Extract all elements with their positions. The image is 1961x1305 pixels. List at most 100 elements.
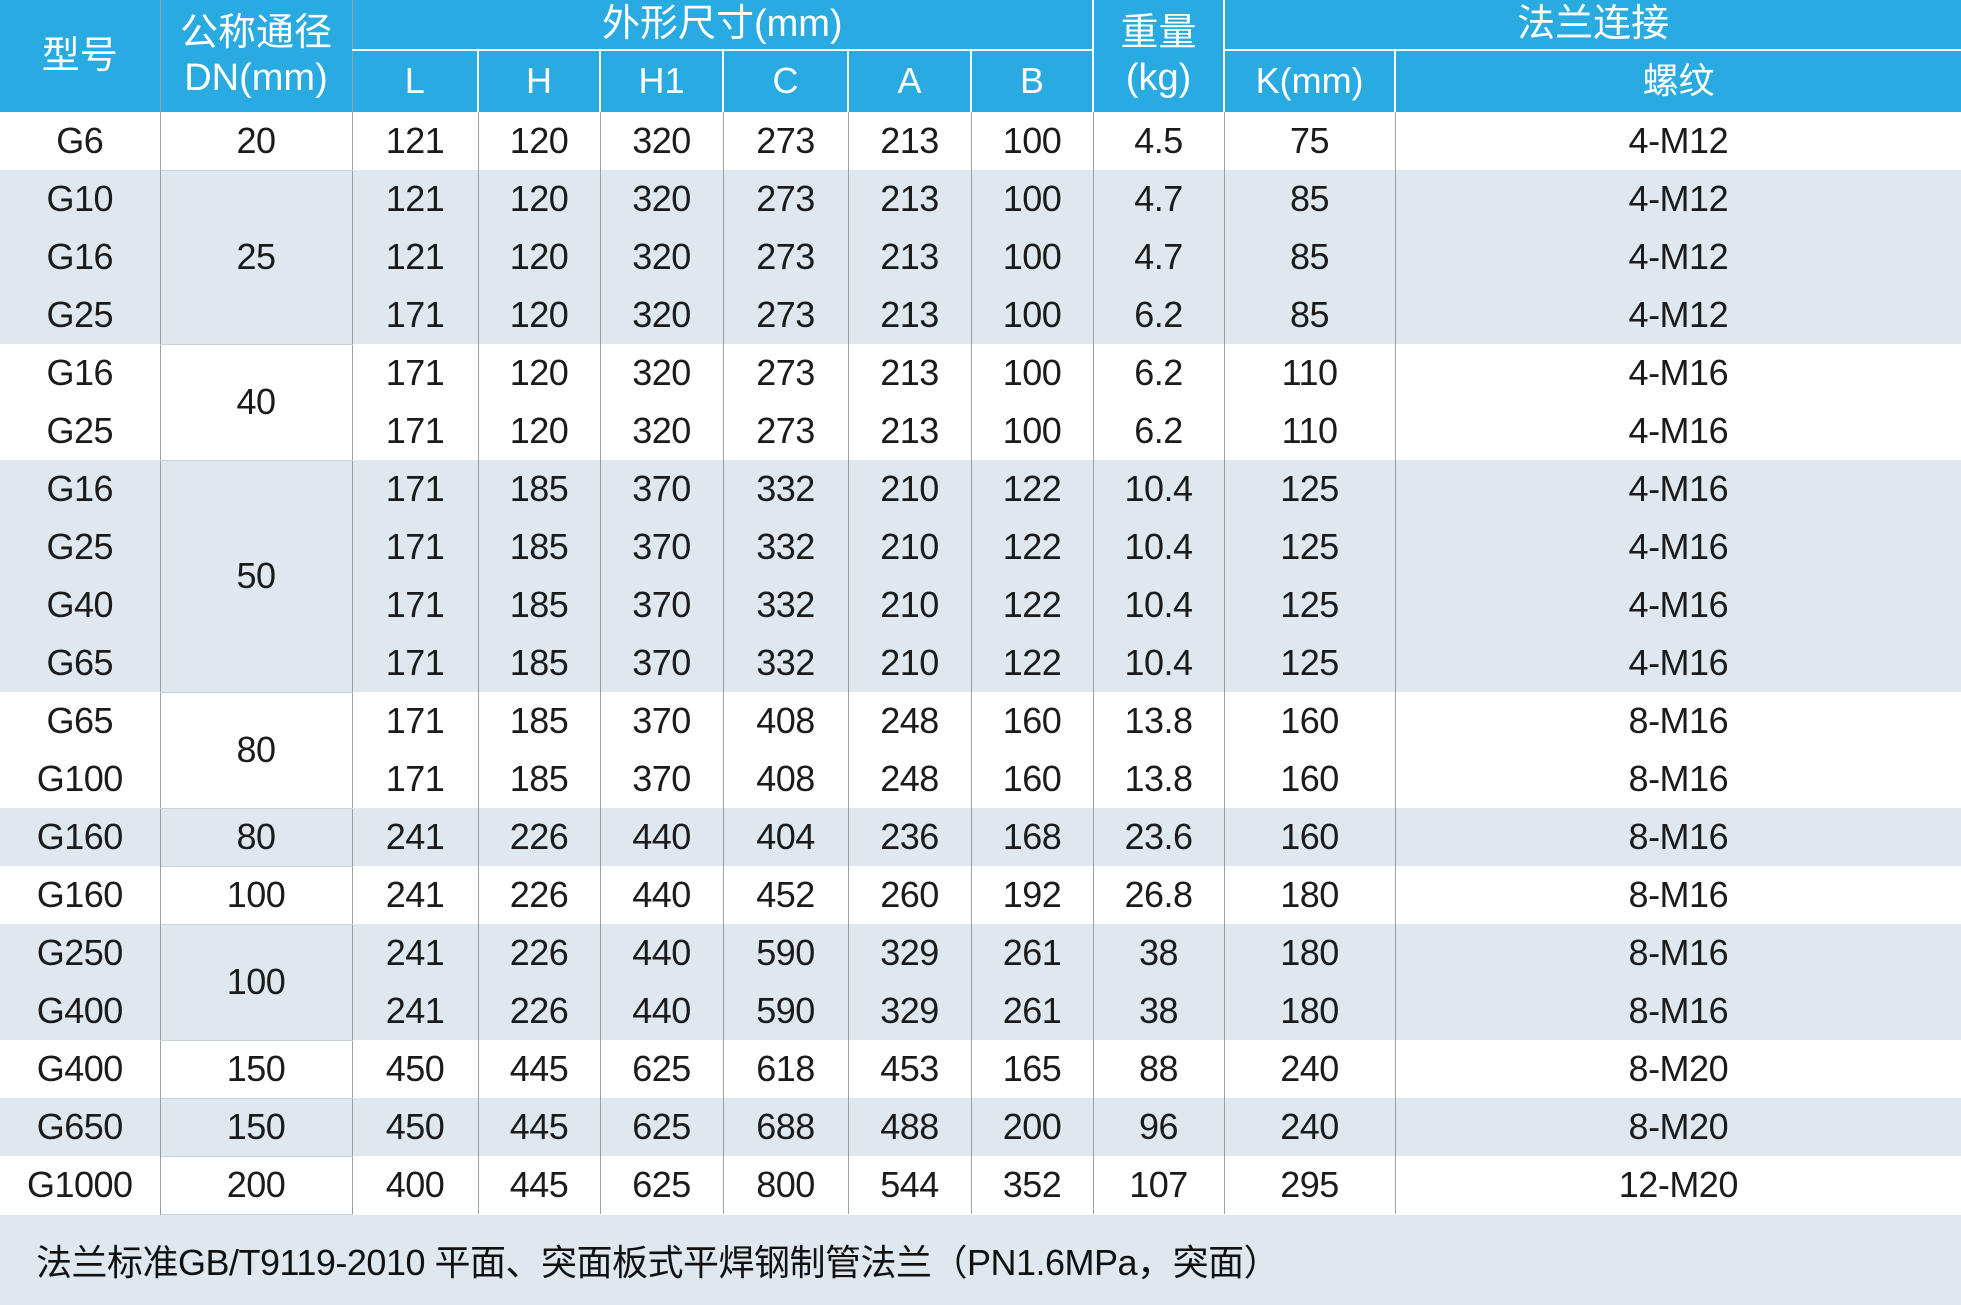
cell-dim-h: 226 xyxy=(478,866,601,924)
cell-dn: 150 xyxy=(160,1040,353,1099)
cell-weight: 88 xyxy=(1093,1040,1225,1098)
cell-dim-h1: 625 xyxy=(600,1098,724,1156)
cell-dn: 80 xyxy=(160,692,353,809)
table-row: G10 25 121 120 320 273 213 100 4.7 85 4-M12 xyxy=(0,170,1961,345)
cell-dim-c: 273 xyxy=(723,286,849,344)
cell-thread: 8-M16 xyxy=(1628,700,1729,741)
table-row: G16 50 171 185 370 332 210 122 10.4 125 4-M16 xyxy=(0,460,1961,693)
cell-model: G160 xyxy=(0,866,161,924)
cell-model: G25 xyxy=(0,402,161,460)
cell-dim-b: 261 xyxy=(971,924,1094,982)
cell-k: 160 xyxy=(1224,750,1396,808)
cell-dim-b: 192 xyxy=(971,866,1094,924)
cell-model: G16 xyxy=(0,460,161,518)
cell-dim-a: 213 xyxy=(848,170,972,228)
cell-k: 110 xyxy=(1224,402,1396,460)
header-dimensions-group: 外形尺寸(mm) xyxy=(352,0,1095,51)
cell-dim-b: 100 xyxy=(971,170,1094,228)
cell-dim-h: 226 xyxy=(478,982,601,1040)
spec-table: 型号 公称通径 DN(mm) 外形尺寸(mm) 重量 (kg) 法兰连接 L H… xyxy=(0,0,1961,1215)
header-dim-H: H xyxy=(478,50,601,112)
cell-dim-a: 213 xyxy=(848,344,972,402)
cell-dim-h: 120 xyxy=(478,286,601,344)
cell-dim-b: 100 xyxy=(971,402,1094,460)
cell-dim-c: 273 xyxy=(723,402,849,460)
cell-model: G100 xyxy=(0,750,161,808)
cell-thread: 4-M16 xyxy=(1628,526,1729,567)
cell-model: G250 xyxy=(0,924,161,982)
cell-dim-h: 226 xyxy=(478,808,601,866)
cell-weight: 23.6 xyxy=(1093,808,1225,866)
cell-weight: 96 xyxy=(1093,1098,1225,1156)
cell-dim-l: 241 xyxy=(352,866,479,924)
cell-dim-c: 590 xyxy=(723,982,849,1040)
cell-dim-c: 688 xyxy=(723,1098,849,1156)
cell-dim-h1: 370 xyxy=(600,576,724,634)
cell-model: G400 xyxy=(0,1040,161,1098)
cell-dim-c: 332 xyxy=(723,460,849,518)
cell-thread: 4-M16 xyxy=(1628,410,1729,451)
cell-model: G25 xyxy=(0,518,161,576)
cell-weight: 6.2 xyxy=(1093,286,1225,344)
header-dim-L: L xyxy=(352,50,479,112)
cell-dim-b: 122 xyxy=(971,634,1094,692)
table-row: G650 150 450 445 625 688 488 200 96 240 8-M20 xyxy=(0,1098,1961,1157)
cell-dim-b: 160 xyxy=(971,750,1094,808)
table-row: G1000 200 400 445 625 800 544 352 107 295 12-M20 xyxy=(0,1156,1961,1215)
header-dim-B: B xyxy=(971,50,1095,112)
cell-dim-b: 122 xyxy=(971,460,1094,518)
cell-thread: 4-M16 xyxy=(1628,468,1729,509)
cell-thread: 4-M12 xyxy=(1628,294,1729,335)
cell-k: 85 xyxy=(1224,286,1396,344)
header-dim-H1: H1 xyxy=(600,50,724,112)
cell-thread: 8-M20 xyxy=(1628,1048,1729,1089)
cell-dim-c: 332 xyxy=(723,634,849,692)
table-row: G16 121 120 320 273 213 100 4.7 85 4-M12 xyxy=(0,228,1961,286)
cell-dim-h: 120 xyxy=(478,402,601,460)
cell-dim-b: 100 xyxy=(971,228,1094,286)
cell-dim-c: 332 xyxy=(723,518,849,576)
cell-weight: 6.2 xyxy=(1093,402,1225,460)
cell-dim-h1: 625 xyxy=(600,1156,724,1214)
cell-thread: 8-M16 xyxy=(1628,874,1729,915)
cell-thread: 8-M16 xyxy=(1628,816,1729,857)
cell-dn: 20 xyxy=(160,112,353,171)
cell-dim-c: 273 xyxy=(723,112,849,170)
cell-dim-l: 171 xyxy=(352,518,479,576)
cell-dim-a: 248 xyxy=(848,692,972,750)
cell-dim-l: 171 xyxy=(352,750,479,808)
cell-dim-a: 260 xyxy=(848,866,972,924)
cell-dim-b: 200 xyxy=(971,1098,1094,1156)
cell-dim-a: 213 xyxy=(848,112,972,170)
cell-dim-h: 185 xyxy=(478,750,601,808)
cell-model: G400 xyxy=(0,982,161,1040)
cell-dim-h1: 440 xyxy=(600,866,724,924)
cell-dim-h1: 320 xyxy=(600,170,724,228)
cell-dim-l: 171 xyxy=(352,402,479,460)
cell-model: G16 xyxy=(0,228,161,286)
cell-dim-h1: 370 xyxy=(600,692,724,750)
cell-dim-l: 450 xyxy=(352,1098,479,1156)
cell-weight: 6.2 xyxy=(1093,344,1225,402)
cell-model: G10 xyxy=(0,170,161,228)
header-flange-thread: 螺纹 xyxy=(1395,50,1961,112)
cell-weight: 13.8 xyxy=(1093,692,1225,750)
cell-dim-c: 408 xyxy=(723,750,849,808)
cell-dim-c: 273 xyxy=(723,344,849,402)
cell-dim-l: 241 xyxy=(352,924,479,982)
cell-dim-h1: 370 xyxy=(600,460,724,518)
cell-dim-h: 445 xyxy=(478,1156,601,1214)
cell-dim-h: 226 xyxy=(478,924,601,982)
cell-model: G160 xyxy=(0,808,161,866)
table-row: G160 100 241 226 440 452 260 192 26.8 180 8-M16 xyxy=(0,866,1961,925)
cell-dim-b: 122 xyxy=(971,518,1094,576)
cell-thread: 4-M16 xyxy=(1628,642,1729,683)
cell-dim-h: 120 xyxy=(478,112,601,170)
cell-dn: 100 xyxy=(160,866,353,925)
cell-k: 240 xyxy=(1224,1098,1396,1156)
cell-dim-a: 248 xyxy=(848,750,972,808)
cell-dim-l: 171 xyxy=(352,692,479,750)
cell-dim-a: 210 xyxy=(848,518,972,576)
table-body: G6 20 121 120 320 273 213 100 4.5 75 4-M12 G10 25 121… xyxy=(0,112,1961,1215)
cell-model: G1000 xyxy=(0,1156,161,1214)
